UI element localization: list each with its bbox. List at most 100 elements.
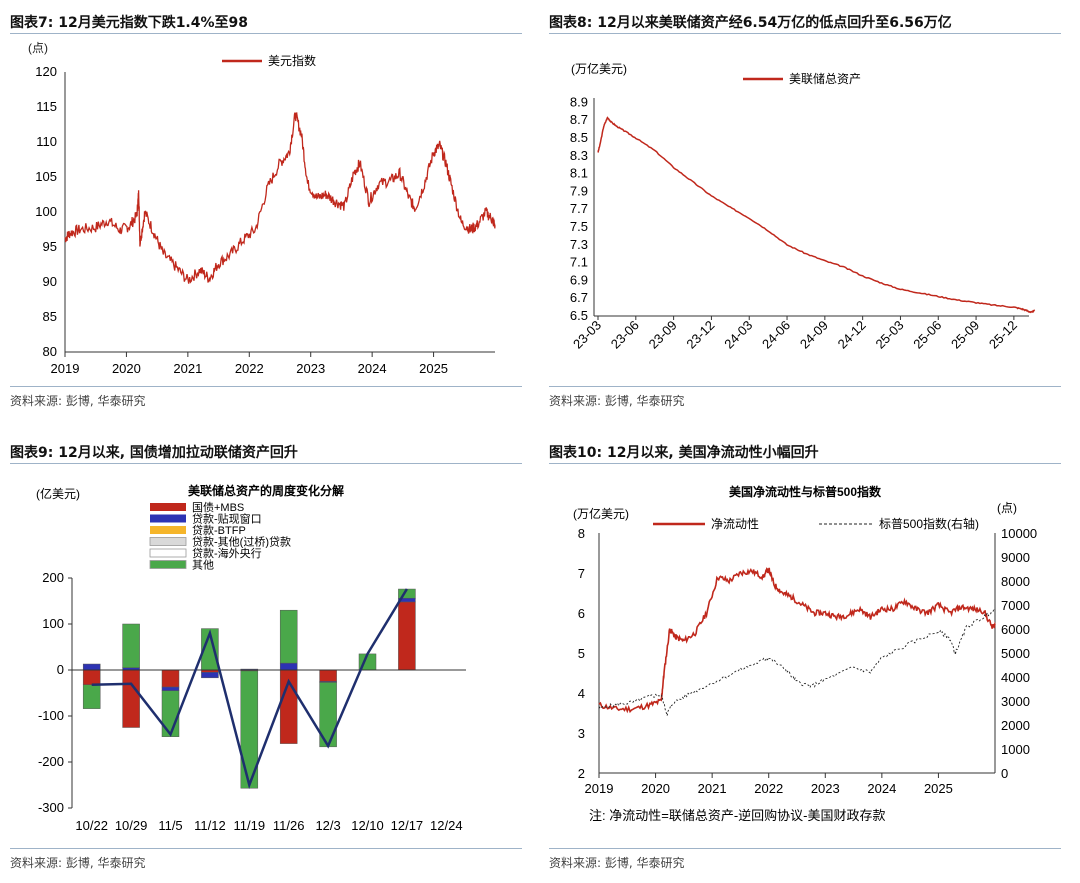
y-tick-label-left: 4 (578, 686, 585, 701)
y-tick-label-right: 10000 (1001, 526, 1037, 541)
title-rule (549, 463, 1061, 464)
x-tick-label: 25-06 (910, 318, 944, 352)
y-tick-label: 8.9 (570, 94, 588, 109)
x-tick-label: 10/22 (75, 818, 108, 833)
x-tick-label: 2024 (358, 361, 387, 376)
x-tick-label: 12/17 (391, 818, 424, 833)
x-tick-label: 25-12 (986, 318, 1020, 352)
fed-assets-decomposition-chart: 美联储总资产的周度变化分解(亿美元)国债+MBS贷款-贴现窗口贷款-BTFP贷款… (36, 483, 466, 833)
legend-label-3: 贷款-BTFP (192, 523, 246, 537)
source-text: 资料来源: 彭博, 华泰研究 (549, 856, 685, 870)
legend-label-1: 国债+MBS (192, 500, 244, 514)
y-tick-label: 115 (36, 99, 57, 114)
y-tick-label-right: 1000 (1001, 742, 1030, 757)
x-tick-label: 11/26 (273, 818, 305, 833)
y-tick-label: 6.7 (570, 290, 588, 305)
x-tick-label: 12/10 (351, 818, 384, 833)
net-liquidity-line (598, 567, 996, 714)
chart-title: 图表8: 12月以来美联储资产经6.54万亿的低点回升至6.56万亿 (549, 15, 952, 31)
panel-fig10: 图表10: 12月以来, 美国净流动性小幅回升 美国净流动性与标普500指数 (万… (549, 436, 1061, 876)
bar-10/22-series-1 (82, 669, 101, 685)
y-tick-label: 200 (42, 570, 64, 585)
x-tick-label: 2025 (924, 781, 953, 796)
dollar-index-line (64, 112, 496, 284)
y-tick-label-right: 0 (1001, 766, 1008, 781)
x-tick-label: 24-12 (835, 318, 869, 352)
x-tick-label: 2020 (641, 781, 670, 796)
title-rule (10, 463, 522, 464)
legend-label-4: 贷款-其他(过桥)贷款 (192, 535, 291, 549)
y-tick-label: 85 (43, 309, 57, 324)
x-tick-label: 2023 (296, 361, 325, 376)
title-rule (549, 33, 1061, 34)
x-tick-label: 2024 (867, 781, 896, 796)
bar-11/5-series-6 (161, 690, 180, 737)
bar-11/5-series-2 (161, 686, 180, 691)
x-tick-label: 2019 (51, 361, 80, 376)
y-tick-label: 0 (57, 662, 64, 677)
chart-subtitle: 美联储总资产的周度变化分解 (188, 483, 344, 498)
y-tick-label: 100 (42, 616, 64, 631)
y-tick-label: 80 (43, 344, 57, 359)
y-tick-label: 110 (36, 134, 57, 149)
y-tick-label: 100 (35, 204, 57, 219)
bar-10/29-series-1 (122, 669, 140, 728)
source-rule (549, 848, 1061, 849)
x-tick-label: 2021 (698, 781, 727, 796)
y-axis-unit: (点) (28, 41, 48, 55)
y-tick-label: 90 (43, 274, 57, 289)
legend-label-6: 其他 (192, 559, 214, 572)
source-text: 资料来源: 彭博, 华泰研究 (10, 856, 146, 870)
y-axis-unit: (万亿美元) (571, 61, 627, 76)
y-tick-label: 7.9 (570, 183, 588, 198)
net-liquidity-chart: 美国净流动性与标普500指数 (万亿美元) (点) 2 3 4 5 6 7 8 0 1000 2000 3… (573, 484, 1037, 823)
bar-11/26-series-6 (279, 609, 298, 664)
legend-label-fed-assets: 美联储总资产 (789, 71, 861, 86)
chart-title: 图表9: 12月以来, 国债增加拉动联储资产回升 (10, 445, 298, 461)
source-rule (10, 386, 522, 387)
sp500-line (598, 607, 996, 718)
y-tick-label: 8.5 (570, 130, 588, 145)
x-tick-label: 2022 (754, 781, 783, 796)
legend-swatch-5 (149, 548, 187, 558)
source-rule (549, 386, 1061, 387)
x-tick-label: 24-06 (759, 318, 793, 352)
x-tick-label: 2019 (585, 781, 614, 796)
source-rule (10, 848, 522, 849)
bar-11/26-series-2 (279, 662, 298, 671)
legend-swatch-3 (150, 526, 186, 534)
y-tick-label-left: 7 (578, 566, 585, 581)
x-tick-label: 23-09 (646, 318, 680, 352)
y-tick-label: 120 (35, 64, 57, 79)
legend-swatch-6 (149, 560, 187, 569)
x-tick-label: 11/12 (194, 818, 226, 833)
panel-fig8: 图表8: 12月以来美联储资产经6.54万亿的低点回升至6.56万亿 (万亿美元… (549, 0, 1061, 420)
x-tick-label: 23-12 (683, 318, 717, 352)
x-tick-label: 10/29 (115, 818, 148, 833)
y-tick-label: -100 (38, 708, 64, 723)
fed-assets-line (597, 116, 1036, 314)
bar-12/17-series-1 (398, 601, 416, 671)
y-tick-label: 8.1 (570, 166, 588, 181)
panel-fig9: 图表9: 12月以来, 国债增加拉动联储资产回升 美联储总资产的周度变化分解 (亿… (10, 436, 522, 876)
chart-title: 图表7: 12月美元指数下跌1.4%至98 (10, 15, 249, 31)
y-tick-label: 6.5 (570, 308, 588, 323)
y-tick-label: 7.5 (570, 219, 588, 234)
x-tick-label: 2020 (112, 361, 141, 376)
y-axis-unit-right: (点) (997, 501, 1017, 515)
y-tick-label: 6.9 (570, 272, 588, 287)
y-tick-label: 7.7 (570, 201, 588, 216)
y-tick-label-left: 2 (578, 766, 585, 781)
panel-fig7: 图表7: 12月美元指数下跌1.4%至98 (点) 80 85 90 95 100 105 1… (10, 0, 522, 420)
chart-title: 图表10: 12月以来, 美国净流动性小幅回升 (549, 445, 819, 461)
legend-swatch-1 (150, 503, 186, 511)
dollar-index-chart: (点) 80 85 90 95 100 105 110 115 120 2019 2020 2021 20… (28, 41, 496, 376)
bar-10/29-series-6 (122, 623, 140, 668)
bar-10/22-series-6 (82, 684, 101, 709)
y-tick-label-right: 4000 (1001, 670, 1030, 685)
x-tick-label: 2022 (235, 361, 264, 376)
chart-note: 注: 净流动性=联储总资产-逆回购协议-美国财政存款 (589, 808, 885, 823)
y-tick-label-right: 2000 (1001, 718, 1030, 733)
x-tick-label: 24-09 (797, 318, 831, 352)
y-axis-unit-left: (万亿美元) (573, 506, 629, 521)
